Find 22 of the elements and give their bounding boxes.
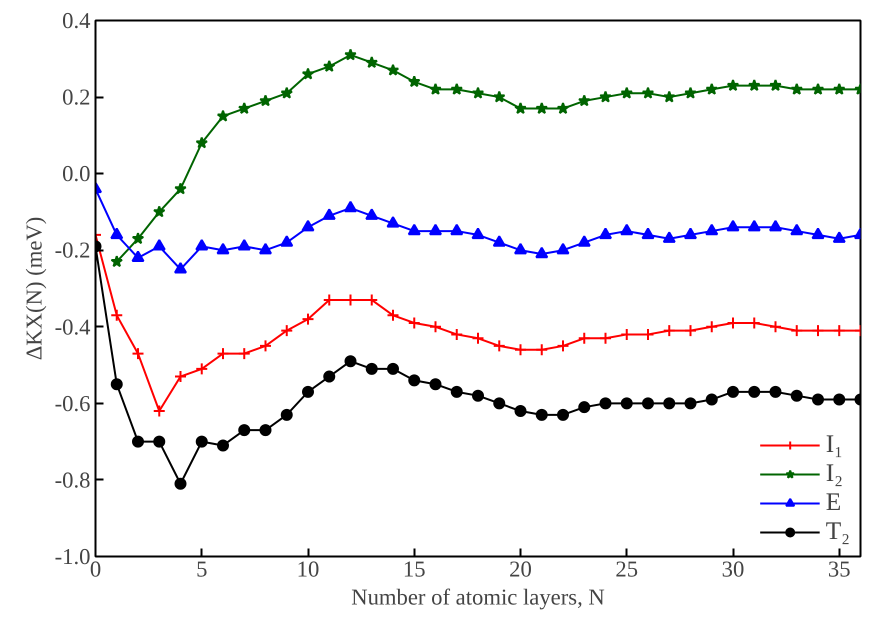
y-tick-label: -0.4 xyxy=(54,314,91,340)
x-axis-title: Number of atomic layers, N xyxy=(351,584,605,610)
legend-label: E xyxy=(826,488,842,517)
y-tick-label: -0.6 xyxy=(54,390,91,416)
y-tick-label: 0.4 xyxy=(62,8,91,33)
legend-label: T₂ xyxy=(826,517,850,546)
x-tick-label: 5 xyxy=(196,556,208,582)
legend-label: I₂ xyxy=(826,459,844,488)
x-tick-label: 20 xyxy=(509,556,532,582)
y-tick-label: -1.0 xyxy=(54,544,91,569)
y-tick-label: -0.8 xyxy=(54,467,91,492)
y-axis-title: ΔKX(N) (meV) xyxy=(22,216,47,360)
y-tick-label: 0.2 xyxy=(62,84,91,110)
y-tick-label: -0.2 xyxy=(54,238,91,263)
x-tick-label: 35 xyxy=(828,556,851,582)
x-tick-label: 0 xyxy=(90,556,102,582)
x-tick-label: 30 xyxy=(722,556,744,582)
y-tick-label: 0.0 xyxy=(62,161,91,186)
legend-label: I₁ xyxy=(826,430,844,459)
x-tick-label: 15 xyxy=(402,556,426,582)
x-tick-label: 25 xyxy=(615,556,638,582)
x-tick-label: 10 xyxy=(296,556,320,582)
